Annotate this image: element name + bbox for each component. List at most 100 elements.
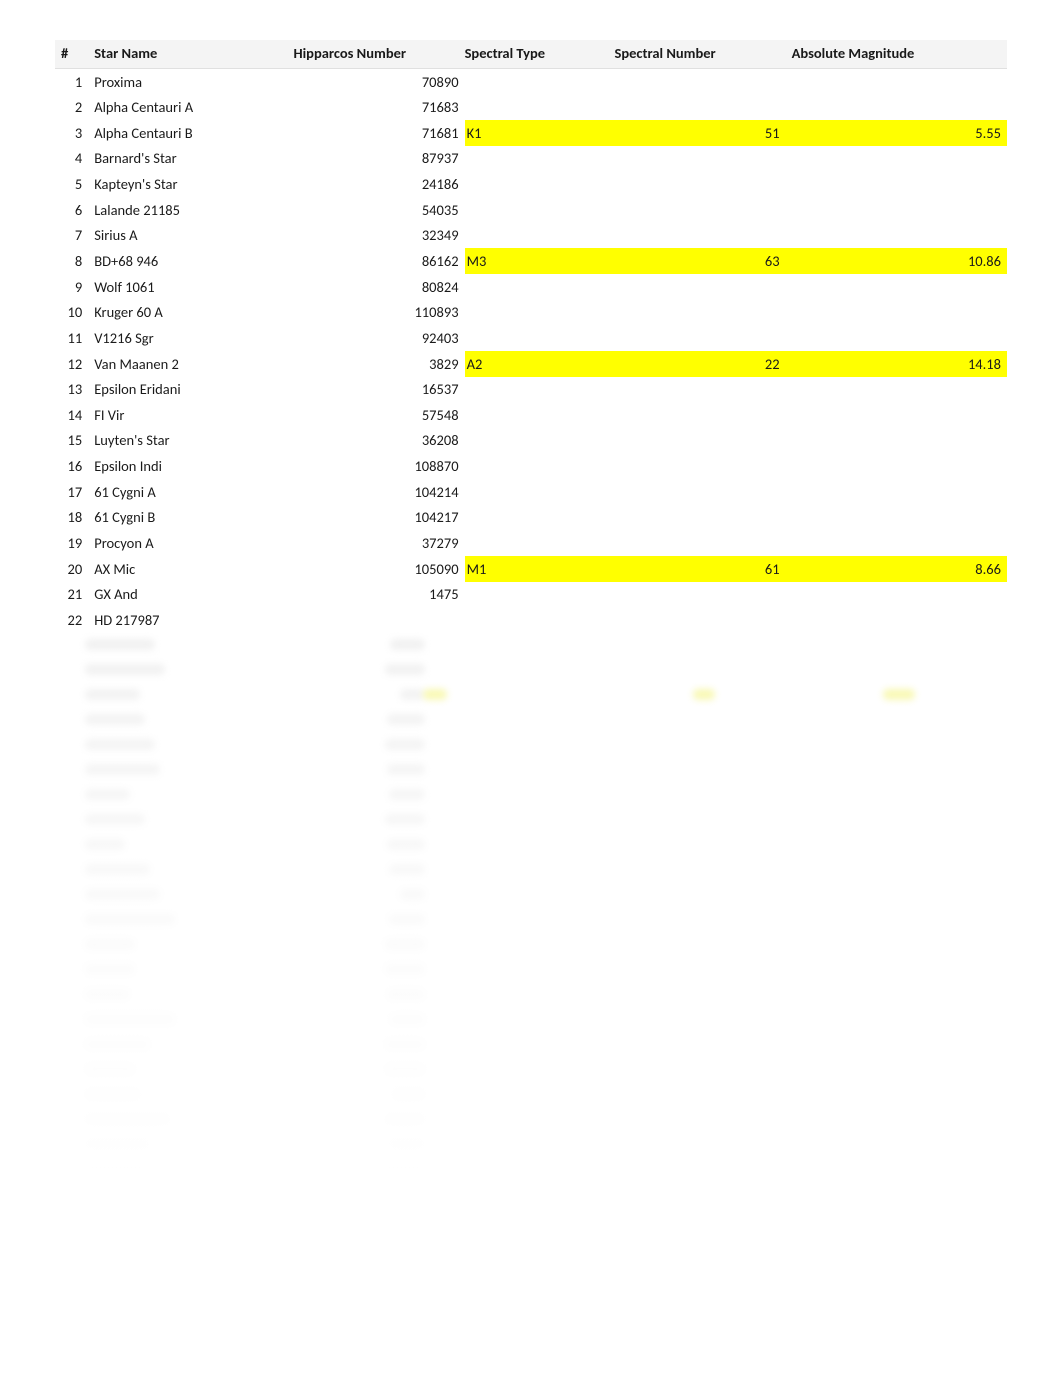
cell-snum [608, 428, 785, 454]
cell-amag [786, 300, 1007, 326]
cell-amag [786, 274, 1007, 300]
blurred-row [55, 981, 1007, 1006]
cell-name: Epsilon Eridani [88, 377, 287, 403]
blurred-row [55, 706, 1007, 731]
cell-snum [608, 402, 785, 428]
cell-hip: 54035 [287, 197, 464, 223]
cell-name: Kruger 60 A [88, 300, 287, 326]
cell-name: HD 217987 [88, 607, 287, 633]
cell-amag [786, 531, 1007, 557]
table-row: 1861 Cygni B104217 [55, 505, 1007, 531]
cell-num: 6 [55, 197, 88, 223]
cell-num: 18 [55, 505, 88, 531]
blurred-row [55, 881, 1007, 906]
cell-stype [465, 274, 609, 300]
cell-stype [465, 505, 609, 531]
cell-amag [786, 377, 1007, 403]
table-row: 12Van Maanen 23829A22214.18 [55, 351, 1007, 377]
cell-num: 11 [55, 325, 88, 351]
cell-amag [786, 325, 1007, 351]
cell-num: 2 [55, 95, 88, 121]
cell-name: Lalande 21185 [88, 197, 287, 223]
cell-snum [608, 325, 785, 351]
blurred-row [55, 1156, 1007, 1181]
cell-stype [465, 325, 609, 351]
cell-stype [465, 377, 609, 403]
cell-snum [608, 454, 785, 480]
table-row: 1761 Cygni A104214 [55, 479, 1007, 505]
col-header-hip: Hipparcos Number [287, 40, 464, 69]
cell-snum: 61 [608, 556, 785, 582]
cell-snum [608, 172, 785, 198]
cell-hip: 16537 [287, 377, 464, 403]
table-row: 22HD 217987 [55, 607, 1007, 633]
cell-snum [608, 197, 785, 223]
cell-snum [608, 479, 785, 505]
cell-name: AX Mic [88, 556, 287, 582]
cell-stype [465, 428, 609, 454]
cell-num: 21 [55, 582, 88, 608]
table-row: 7Sirius A32349 [55, 223, 1007, 249]
blurred-row [55, 681, 1007, 706]
table-row: 19Procyon A37279 [55, 531, 1007, 557]
cell-name: Luyten's Star [88, 428, 287, 454]
cell-name: Epsilon Indi [88, 454, 287, 480]
cell-num: 16 [55, 454, 88, 480]
cell-stype: M1 [465, 556, 609, 582]
cell-hip: 71681 [287, 120, 464, 146]
table-row: 21GX And1475 [55, 582, 1007, 608]
cell-stype [465, 402, 609, 428]
cell-amag: 8.66 [786, 556, 1007, 582]
cell-amag [786, 428, 1007, 454]
cell-num: 3 [55, 120, 88, 146]
cell-stype [465, 300, 609, 326]
cell-snum [608, 377, 785, 403]
table-row: 13Epsilon Eridani16537 [55, 377, 1007, 403]
table-row: 1Proxima70890 [55, 69, 1007, 95]
cell-amag [786, 197, 1007, 223]
cell-hip: 24186 [287, 172, 464, 198]
cell-num: 4 [55, 146, 88, 172]
cell-amag [786, 223, 1007, 249]
table-row: 10Kruger 60 A110893 [55, 300, 1007, 326]
blurred-row [55, 781, 1007, 806]
cell-hip: 57548 [287, 402, 464, 428]
cell-num: 5 [55, 172, 88, 198]
cell-name: Alpha Centauri A [88, 95, 287, 121]
cell-stype [465, 69, 609, 95]
table-row: 20AX Mic105090M1618.66 [55, 556, 1007, 582]
table-body: 1Proxima708902Alpha Centauri A716833Alph… [55, 69, 1007, 634]
cell-amag [786, 69, 1007, 95]
cell-num: 17 [55, 479, 88, 505]
blurred-row [55, 631, 1007, 656]
cell-num: 12 [55, 351, 88, 377]
table-row: 5Kapteyn's Star24186 [55, 172, 1007, 198]
cell-name: 61 Cygni A [88, 479, 287, 505]
blurred-row [55, 731, 1007, 756]
cell-stype [465, 607, 609, 633]
cell-num: 7 [55, 223, 88, 249]
cell-num: 10 [55, 300, 88, 326]
col-header-amag: Absolute Magnitude [786, 40, 1007, 69]
cell-name: FI Vir [88, 402, 287, 428]
cell-name: Kapteyn's Star [88, 172, 287, 198]
cell-hip: 110893 [287, 300, 464, 326]
cell-num: 9 [55, 274, 88, 300]
cell-stype: K1 [465, 120, 609, 146]
table-row: 3Alpha Centauri B71681K1515.55 [55, 120, 1007, 146]
cell-hip: 32349 [287, 223, 464, 249]
cell-snum [608, 582, 785, 608]
blurred-row [55, 1131, 1007, 1156]
blurred-row [55, 656, 1007, 681]
table-header-row: # Star Name Hipparcos Number Spectral Ty… [55, 40, 1007, 69]
table-row: 4Barnard's Star87937 [55, 146, 1007, 172]
cell-stype [465, 172, 609, 198]
cell-hip [287, 607, 464, 633]
table-row: 15Luyten's Star36208 [55, 428, 1007, 454]
blurred-preview-region [55, 631, 1007, 1181]
cell-snum: 63 [608, 248, 785, 274]
cell-stype [465, 582, 609, 608]
table-row: 2Alpha Centauri A71683 [55, 95, 1007, 121]
cell-amag [786, 146, 1007, 172]
cell-hip: 80824 [287, 274, 464, 300]
